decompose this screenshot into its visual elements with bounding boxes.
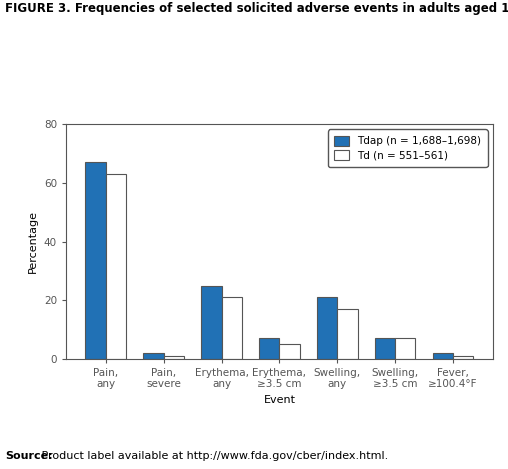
Legend: Tdap (n = 1,688–1,698), Td (n = 551–561): Tdap (n = 1,688–1,698), Td (n = 551–561) <box>328 129 488 167</box>
Bar <box>143 353 164 359</box>
Bar <box>395 338 416 359</box>
Text: Source:: Source: <box>5 451 53 461</box>
Bar <box>106 174 126 359</box>
Bar <box>259 338 279 359</box>
Bar <box>375 338 395 359</box>
Bar <box>453 356 473 359</box>
X-axis label: Event: Event <box>264 395 295 405</box>
Bar <box>433 353 453 359</box>
Bar <box>279 344 300 359</box>
Bar <box>337 309 358 359</box>
Bar <box>85 162 106 359</box>
Y-axis label: Percentage: Percentage <box>28 210 38 273</box>
Bar <box>221 297 242 359</box>
Bar <box>201 286 221 359</box>
Text: FIGURE 3. Frequencies of selected solicited adverse events in adults aged 18–64 : FIGURE 3. Frequencies of selected solici… <box>5 2 508 15</box>
Bar <box>317 297 337 359</box>
Text: Product label available at http://www.fda.gov/cber/index.html.: Product label available at http://www.fd… <box>38 451 388 461</box>
Bar <box>164 356 184 359</box>
